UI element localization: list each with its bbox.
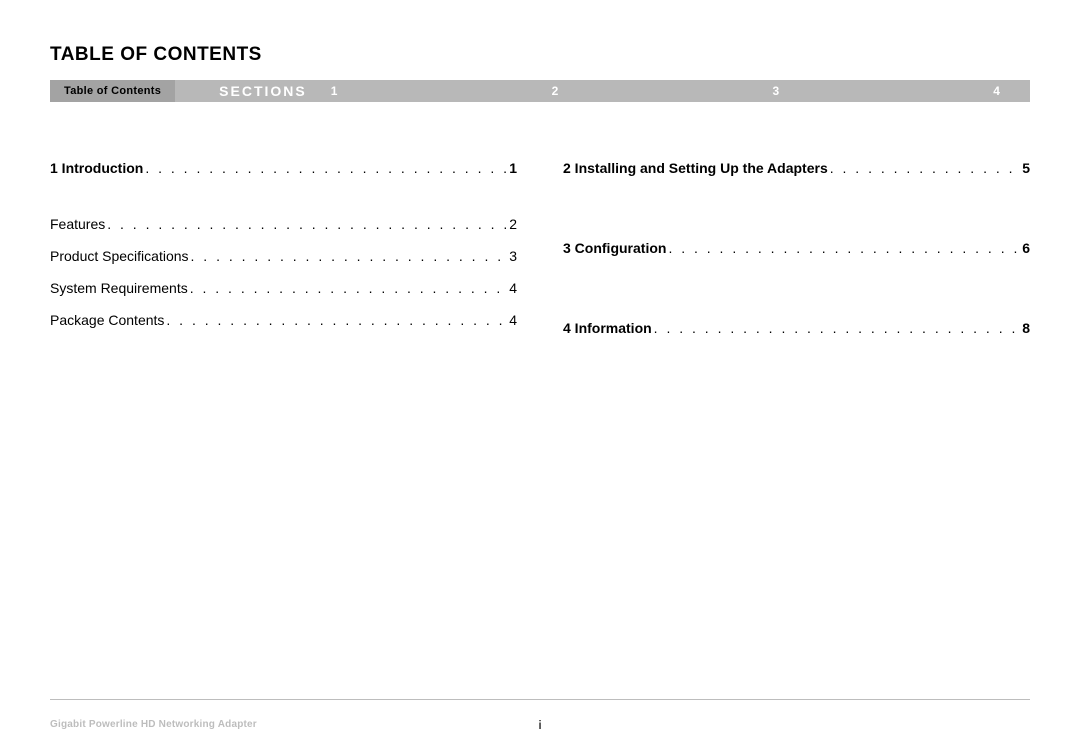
footer-divider	[50, 699, 1030, 700]
toc-leader-dots	[666, 240, 1022, 256]
toc-leader-dots	[189, 248, 510, 264]
toc-leader-dots	[188, 280, 509, 296]
toc-page-number: 8	[1022, 320, 1030, 336]
sections-nav-bar: Table of Contents SECTIONS 1 2 3 4	[50, 80, 1030, 102]
toc-item-system-requirements[interactable]: System Requirements 4	[50, 280, 517, 296]
toc-item-features[interactable]: Features 2	[50, 216, 517, 232]
nav-sections-label: SECTIONS	[175, 80, 331, 102]
nav-num-4[interactable]: 4	[993, 84, 1000, 98]
page-container: TABLE OF CONTENTS Table of Contents SECT…	[0, 0, 1080, 352]
toc-item-package-contents[interactable]: Package Contents 4	[50, 312, 517, 328]
nav-num-2[interactable]: 2	[552, 84, 559, 98]
toc-item-product-specifications[interactable]: Product Specifications 3	[50, 248, 517, 264]
toc-page-number: 2	[509, 216, 517, 232]
toc-leader-dots	[164, 312, 509, 328]
toc-heading-installing[interactable]: 2 Installing and Setting Up the Adapters…	[563, 160, 1030, 176]
toc-page-number: 4	[509, 280, 517, 296]
toc-columns: 1 Introduction 1 Features 2 Product Spec…	[50, 160, 1030, 352]
nav-num-3[interactable]: 3	[772, 84, 779, 98]
toc-right-column: 2 Installing and Setting Up the Adapters…	[563, 160, 1030, 352]
toc-label: 3 Configuration	[563, 240, 666, 256]
toc-leader-dots	[652, 320, 1023, 336]
toc-label: 1 Introduction	[50, 160, 143, 176]
toc-leader-dots	[828, 160, 1022, 176]
toc-label: 4 Information	[563, 320, 652, 336]
toc-label: System Requirements	[50, 280, 188, 296]
page-title: TABLE OF CONTENTS	[50, 44, 1030, 66]
toc-page-number: 4	[509, 312, 517, 328]
nav-toc-label: Table of Contents	[50, 80, 175, 102]
toc-label: Features	[50, 216, 105, 232]
toc-heading-configuration[interactable]: 3 Configuration 6	[563, 240, 1030, 256]
toc-label: 2 Installing and Setting Up the Adapters	[563, 160, 828, 176]
toc-page-number: 1	[509, 160, 517, 176]
toc-heading-introduction[interactable]: 1 Introduction 1	[50, 160, 517, 176]
footer-page-number: i	[538, 718, 541, 732]
toc-heading-information[interactable]: 4 Information 8	[563, 320, 1030, 336]
toc-left-column: 1 Introduction 1 Features 2 Product Spec…	[50, 160, 517, 352]
toc-label: Package Contents	[50, 312, 164, 328]
toc-page-number: 5	[1022, 160, 1030, 176]
footer-product-name: Gigabit Powerline HD Networking Adapter	[50, 719, 257, 730]
toc-page-number: 3	[509, 248, 517, 264]
toc-leader-dots	[143, 160, 509, 176]
toc-label: Product Specifications	[50, 248, 189, 264]
page-footer: Gigabit Powerline HD Networking Adapter …	[50, 719, 1030, 730]
toc-page-number: 6	[1022, 240, 1030, 256]
nav-section-numbers: 1 2 3 4	[331, 80, 1030, 102]
nav-num-1[interactable]: 1	[331, 84, 338, 98]
toc-leader-dots	[105, 216, 509, 232]
